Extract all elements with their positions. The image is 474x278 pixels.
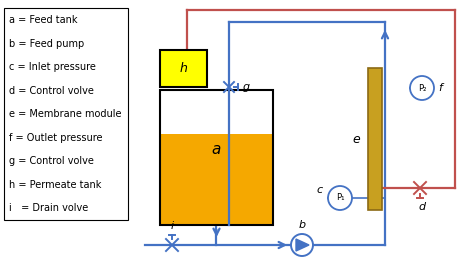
Text: f: f	[438, 83, 442, 93]
Text: i   = Drain volve: i = Drain volve	[9, 203, 88, 213]
Text: d: d	[419, 202, 426, 212]
Text: c: c	[317, 185, 323, 195]
Bar	[160, 134, 273, 225]
Text: P₁: P₁	[336, 193, 344, 202]
Text: e = Membrane module: e = Membrane module	[9, 109, 121, 119]
Text: h: h	[180, 62, 187, 75]
Circle shape	[328, 186, 352, 210]
Bar	[160, 90, 273, 225]
Text: c = Inlet pressure: c = Inlet pressure	[9, 62, 96, 72]
Bar	[368, 68, 382, 210]
Text: b = Feed pump: b = Feed pump	[9, 38, 84, 48]
Circle shape	[410, 76, 434, 100]
Text: P₂: P₂	[418, 83, 426, 93]
Text: h = Permeate tank: h = Permeate tank	[9, 180, 101, 190]
Text: i: i	[171, 221, 173, 231]
Text: a = Feed tank: a = Feed tank	[9, 15, 78, 25]
Text: g: g	[243, 82, 250, 92]
Bar	[4, 8, 128, 220]
Text: f = Outlet pressure: f = Outlet pressure	[9, 133, 102, 143]
Polygon shape	[296, 239, 309, 251]
Text: b: b	[299, 220, 306, 230]
Text: g = Control volve: g = Control volve	[9, 156, 94, 166]
Text: a: a	[212, 142, 221, 157]
Text: e: e	[352, 133, 360, 145]
Bar	[160, 90, 273, 225]
Circle shape	[291, 234, 313, 256]
Text: d = Control volve: d = Control volve	[9, 86, 94, 96]
Bar	[160, 50, 207, 87]
